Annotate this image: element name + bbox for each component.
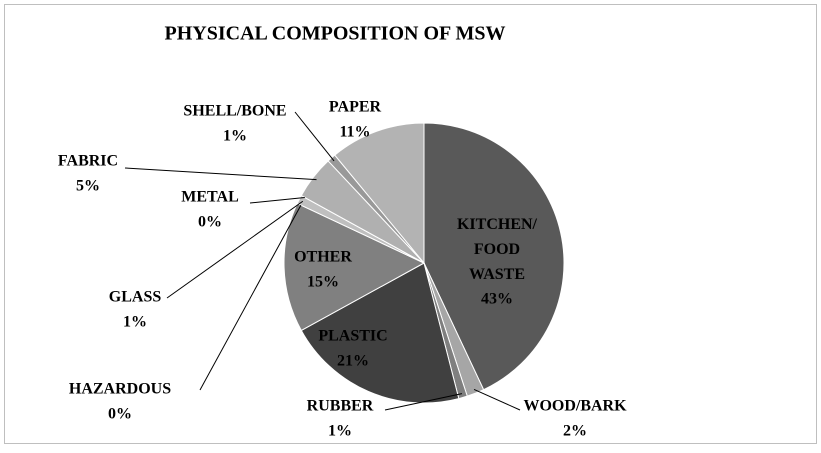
category-label: PAPER (329, 99, 382, 116)
value-label: 1% (123, 314, 147, 331)
value-label: 5% (76, 178, 100, 195)
category-label: METAL (181, 189, 238, 206)
leader-line (249, 196, 305, 204)
category-label: KITCHEN/FOOD WASTE (457, 216, 538, 283)
leader-line (124, 167, 317, 181)
chart-title: PHYSICAL COMPOSITION OF MSW (165, 23, 506, 45)
leader-line (166, 200, 304, 299)
leader-line (473, 388, 521, 411)
value-label: 0% (108, 406, 132, 423)
leader-line (294, 111, 335, 162)
category-label: HAZARDOUS (69, 381, 171, 398)
pie-slice (283, 202, 426, 332)
category-label: WOOD/BARK (523, 398, 627, 415)
value-label: 1% (223, 128, 247, 145)
pie-slice (334, 122, 425, 265)
leader-line (199, 204, 302, 391)
value-label: 0% (198, 214, 222, 231)
value-label: 1% (328, 423, 352, 440)
category-label: SHELL/BONE (183, 103, 286, 120)
value-label: 15% (307, 274, 339, 291)
leader-line (384, 393, 463, 411)
pie-slice (300, 262, 460, 404)
category-label: GLASS (109, 289, 162, 306)
category-label: FABRIC (58, 153, 118, 170)
value-label: 11% (339, 124, 370, 141)
value-label: 21% (337, 353, 369, 370)
pie-slice (423, 122, 565, 391)
category-label: RUBBER (307, 398, 374, 415)
value-label: 43% (481, 291, 513, 308)
value-label: 2% (563, 423, 587, 440)
category-label: OTHER (294, 249, 352, 266)
category-label: PLASTIC (318, 328, 387, 345)
